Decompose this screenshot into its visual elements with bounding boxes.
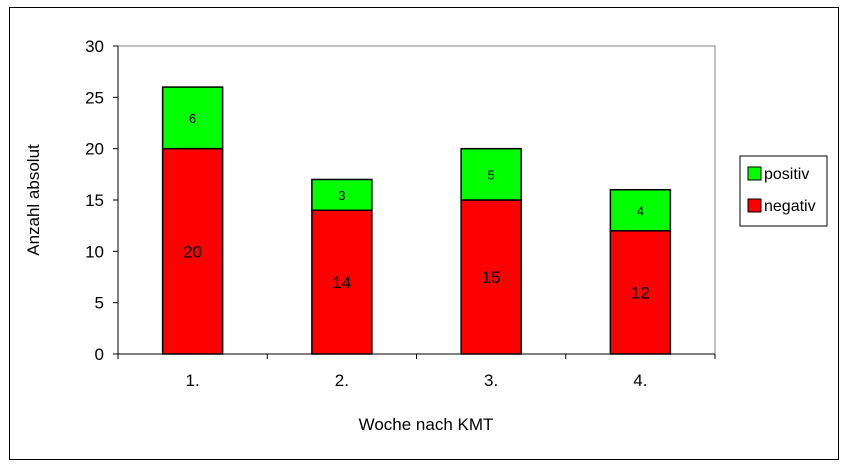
bar-segment-positiv bbox=[311, 178, 373, 212]
y-tick-label: 15 bbox=[85, 191, 104, 210]
x-tick-label: 3. bbox=[484, 371, 498, 390]
bar-segment-negativ bbox=[311, 209, 373, 355]
legend-label-negativ: negativ bbox=[764, 198, 816, 215]
bar-segment-positiv bbox=[161, 86, 224, 150]
data-label: 12 bbox=[631, 283, 650, 302]
data-label: 14 bbox=[332, 273, 351, 292]
data-label: 3 bbox=[338, 188, 345, 203]
y-tick-label: 20 bbox=[85, 140, 104, 159]
bar-segment-negativ bbox=[161, 147, 224, 355]
data-label: 15 bbox=[482, 268, 501, 287]
y-tick-label: 5 bbox=[95, 294, 104, 313]
x-axis-ticks: 1. 2. 3. 4. bbox=[117, 354, 716, 390]
bar-segment-negativ bbox=[609, 230, 672, 355]
bar-segment-positiv bbox=[609, 188, 672, 232]
y-tick-label: 10 bbox=[85, 242, 104, 261]
x-axis-title: Woche nach KMT bbox=[359, 415, 494, 434]
legend: positiv negativ bbox=[739, 155, 828, 227]
bar-segment-negativ bbox=[460, 199, 522, 355]
legend-swatch-negativ bbox=[747, 198, 762, 213]
data-label: 5 bbox=[488, 167, 495, 182]
y-tick-label: 30 bbox=[85, 37, 104, 56]
legend-label-positiv: positiv bbox=[764, 166, 809, 183]
y-tick-label: 0 bbox=[95, 345, 104, 364]
bar-segment-positiv bbox=[460, 147, 522, 201]
data-label: 6 bbox=[189, 111, 196, 126]
y-axis-title: Anzahl absolut bbox=[24, 144, 43, 256]
legend-swatch-positiv bbox=[747, 166, 762, 181]
x-tick-label: 4. bbox=[633, 371, 647, 390]
data-label: 4 bbox=[637, 203, 644, 218]
data-label: 20 bbox=[183, 242, 202, 261]
bars: 20 6 14 3 15 5 12 4 bbox=[161, 86, 672, 355]
x-tick-label: 1. bbox=[186, 371, 200, 390]
y-axis-ticks: 0 5 10 15 20 25 30 bbox=[85, 37, 118, 364]
x-tick-label: 2. bbox=[335, 371, 349, 390]
y-tick-label: 25 bbox=[85, 88, 104, 107]
